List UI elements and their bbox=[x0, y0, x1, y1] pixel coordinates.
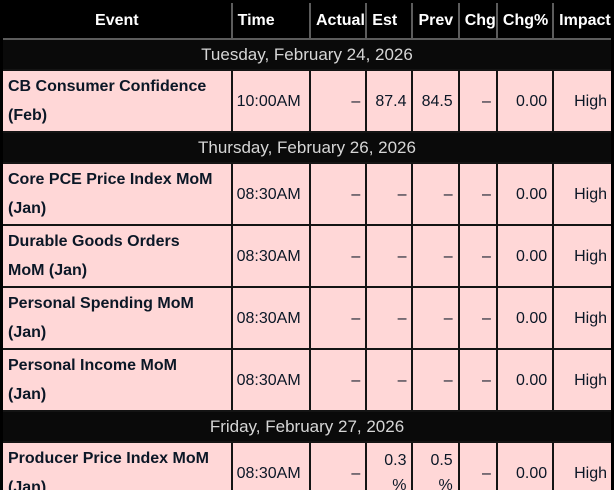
event-prev: – bbox=[411, 162, 460, 226]
event-chgpct: 0.00 bbox=[495, 162, 555, 226]
event-impact: High bbox=[552, 441, 614, 490]
event-name: Durable Goods Orders MoM (Jan) bbox=[0, 224, 233, 288]
date-row: Friday, February 27, 2026 bbox=[0, 410, 614, 443]
event-est: – bbox=[365, 162, 414, 226]
event-actual: – bbox=[308, 441, 368, 490]
event-prev: 0.5 % bbox=[411, 441, 460, 490]
event-actual: – bbox=[308, 69, 368, 133]
event-row: Durable Goods Orders MoM (Jan) 08:30AM –… bbox=[0, 224, 614, 288]
event-chgpct: 0.00 bbox=[495, 286, 555, 350]
event-prev: – bbox=[411, 348, 460, 412]
event-row: CB Consumer Confidence (Feb) 10:00AM – 8… bbox=[0, 69, 614, 133]
event-chg: – bbox=[457, 162, 498, 226]
event-prev: – bbox=[411, 224, 460, 288]
event-chg: – bbox=[457, 224, 498, 288]
header-row: Event Time Actual Est Prev Chg Chg% Impa… bbox=[0, 0, 614, 40]
event-row: Core PCE Price Index MoM (Jan) 08:30AM –… bbox=[0, 162, 614, 226]
column-header-chg: Chg bbox=[457, 0, 498, 40]
column-header-prev: Prev bbox=[411, 0, 460, 40]
date-band-tuesday: Tuesday, February 24, 2026 bbox=[0, 38, 614, 71]
event-actual: – bbox=[308, 348, 368, 412]
event-est: 0.3 % bbox=[365, 441, 414, 490]
event-actual: – bbox=[308, 162, 368, 226]
event-name: CB Consumer Confidence (Feb) bbox=[0, 69, 233, 133]
event-chg: – bbox=[457, 286, 498, 350]
event-impact: High bbox=[552, 348, 614, 412]
date-row: Tuesday, February 24, 2026 bbox=[0, 38, 614, 71]
event-chgpct: 0.00 bbox=[495, 69, 555, 133]
event-time: 08:30AM bbox=[230, 441, 312, 490]
event-chg: – bbox=[457, 441, 498, 490]
event-impact: High bbox=[552, 162, 614, 226]
event-actual: – bbox=[308, 286, 368, 350]
event-est: – bbox=[365, 286, 414, 350]
event-impact: High bbox=[552, 69, 614, 133]
event-est: – bbox=[365, 224, 414, 288]
event-time: 08:30AM bbox=[230, 348, 312, 412]
date-row: Thursday, February 26, 2026 bbox=[0, 131, 614, 164]
column-header-est: Est bbox=[365, 0, 414, 40]
event-est: – bbox=[365, 348, 414, 412]
event-time: 10:00AM bbox=[230, 69, 312, 133]
event-prev: – bbox=[411, 286, 460, 350]
column-header-event: Event bbox=[0, 0, 233, 40]
date-band-friday: Friday, February 27, 2026 bbox=[0, 410, 614, 443]
event-name: Producer Price Index MoM (Jan) bbox=[0, 441, 233, 490]
column-header-time: Time bbox=[230, 0, 312, 40]
event-chgpct: 0.00 bbox=[495, 441, 555, 490]
column-header-impact: Impact bbox=[552, 0, 614, 40]
event-impact: High bbox=[552, 224, 614, 288]
event-chg: – bbox=[457, 69, 498, 133]
event-time: 08:30AM bbox=[230, 162, 312, 226]
event-row: Producer Price Index MoM (Jan) 08:30AM –… bbox=[0, 441, 614, 490]
event-impact: High bbox=[552, 286, 614, 350]
event-chg: – bbox=[457, 348, 498, 412]
event-actual: – bbox=[308, 224, 368, 288]
date-band-thursday: Thursday, February 26, 2026 bbox=[0, 131, 614, 164]
event-row: Personal Income MoM (Jan) 08:30AM – – – … bbox=[0, 348, 614, 412]
event-time: 08:30AM bbox=[230, 224, 312, 288]
column-header-chgpct: Chg% bbox=[495, 0, 555, 40]
event-chgpct: 0.00 bbox=[495, 348, 555, 412]
event-est: 87.4 bbox=[365, 69, 414, 133]
event-prev: 84.5 bbox=[411, 69, 460, 133]
event-time: 08:30AM bbox=[230, 286, 312, 350]
event-name: Core PCE Price Index MoM (Jan) bbox=[0, 162, 233, 226]
event-chgpct: 0.00 bbox=[495, 224, 555, 288]
event-name: Personal Income MoM (Jan) bbox=[0, 348, 233, 412]
column-header-actual: Actual bbox=[308, 0, 368, 40]
event-row: Personal Spending MoM (Jan) 08:30AM – – … bbox=[0, 286, 614, 350]
event-name: Personal Spending MoM (Jan) bbox=[0, 286, 233, 350]
